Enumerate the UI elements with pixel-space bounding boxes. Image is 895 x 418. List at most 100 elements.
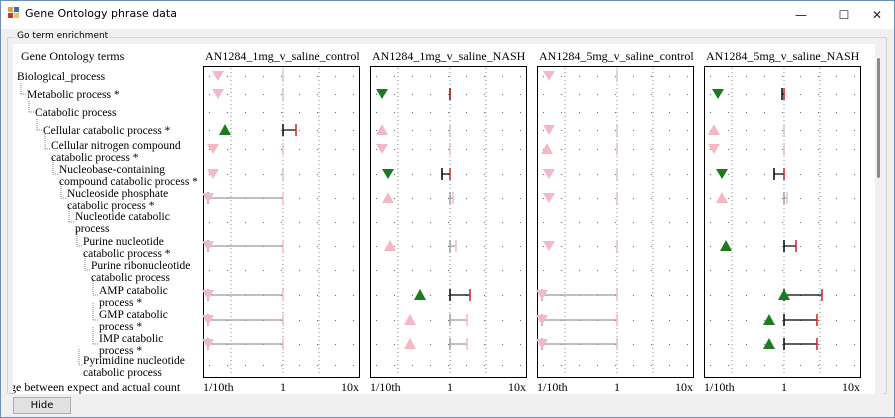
axis-tick-label: 10x (341, 380, 359, 394)
tree-node-pyrimidine[interactable]: Pyrimidine nucleotide catabolic process (83, 355, 185, 379)
grid-dot (782, 222, 783, 223)
grid-dot (227, 149, 228, 150)
grid-dot (669, 94, 670, 95)
tree-node-biological_process[interactable]: Biological_process (17, 71, 105, 83)
grid-dot (728, 344, 729, 345)
minimize-icon: — (795, 8, 807, 22)
grid-dot (579, 174, 580, 175)
grid-dot (335, 295, 336, 296)
grid-dot (335, 344, 336, 345)
maximize-icon: ☐ (838, 8, 850, 22)
grid-dot (502, 198, 503, 199)
grid-dot (245, 76, 246, 77)
grid-dot (800, 198, 801, 199)
grid-dot (669, 320, 670, 321)
grid-dot (818, 246, 819, 247)
grid-dot (502, 295, 503, 296)
title-bar[interactable]: Gene Ontology phrase data — ☐ ✕ (1, 1, 894, 29)
grid-dot (818, 112, 819, 113)
grid-dot (633, 130, 634, 131)
grid-dot (263, 174, 264, 175)
grid-dot (764, 270, 765, 271)
axis-tick-label: 10x (675, 380, 693, 394)
grid-dot (836, 174, 837, 175)
scrollbar-thumb[interactable] (877, 58, 880, 178)
grid-dot (353, 130, 354, 131)
tree-node-metabolic[interactable]: Metabolic process * (27, 89, 120, 101)
axis-tick-label: 1 (447, 380, 453, 394)
grid-dot (520, 112, 521, 113)
grid-dot (520, 320, 521, 321)
up-triangle-marker (778, 289, 790, 300)
grid-dot (854, 198, 855, 199)
tree-node-cellular_nitrogen[interactable]: Cellular nitrogen compound catabolic proc… (51, 140, 181, 164)
grid-dot (764, 130, 765, 131)
close-icon: ✕ (871, 8, 883, 22)
grid-dot (281, 222, 282, 223)
grid-dot (561, 94, 562, 95)
tree-node-nucleotide[interactable]: Nucleotide catabolic process (75, 211, 170, 235)
grid-dot (394, 295, 395, 296)
up-triangle-marker (382, 192, 394, 203)
grid-dot (597, 365, 598, 366)
grid-dot (281, 130, 282, 131)
grid-dot (448, 270, 449, 271)
tree-node-purine_nucleotide[interactable]: Purine nucleotide catabolic process * (83, 236, 171, 260)
grid-dot (520, 246, 521, 247)
grid-dot (764, 246, 765, 247)
down-triangle-marker (376, 89, 388, 99)
grid-dot (687, 94, 688, 95)
grid-dot (502, 149, 503, 150)
down-triangle-marker (202, 290, 214, 300)
close-button[interactable]: ✕ (854, 1, 894, 29)
grid-dot (394, 365, 395, 366)
grid-dot (800, 270, 801, 271)
grid-dot (615, 198, 616, 199)
grid-dot (687, 130, 688, 131)
grid-dot (710, 198, 711, 199)
grid-dot (376, 198, 377, 199)
grid-dot (615, 174, 616, 175)
maximize-button[interactable]: ☐ (821, 1, 867, 29)
grid-dot (263, 149, 264, 150)
hide-button[interactable]: Hide (13, 397, 71, 414)
grid-dot (317, 295, 318, 296)
grid-dot (376, 222, 377, 223)
tree-node-amp[interactable]: AMP catabolic process * (99, 285, 168, 309)
tree-node-imp[interactable]: IMP catabolic process * (99, 333, 163, 357)
grid-dot (854, 270, 855, 271)
up-triangle-marker (404, 338, 416, 349)
grid-dot (353, 174, 354, 175)
grid-dot (782, 112, 783, 113)
grid-dot (710, 174, 711, 175)
tree-node-label: Purine ribonucleotide (91, 260, 191, 272)
tree-node-label: Purine nucleotide (83, 236, 164, 248)
grid-dot (466, 112, 467, 113)
grid-dot (466, 198, 467, 199)
tree-node-cellular_catabolic[interactable]: Cellular catabolic process * (43, 125, 170, 137)
grid-dot (836, 320, 837, 321)
up-triangle-marker (716, 192, 728, 203)
grid-dot (353, 365, 354, 366)
axis-tick-label: 1/10th (203, 380, 234, 394)
tree-node-purine_ribonucleotide[interactable]: Purine ribonucleotide catabolic process (91, 260, 190, 284)
tree-node-catabolic[interactable]: Catabolic process (35, 107, 116, 119)
tree-node-gmp[interactable]: GMP catabolic process * (99, 309, 168, 333)
tree-node-nucleobase[interactable]: Nucleobase-containing compound catabolic … (59, 164, 198, 188)
grid-dot (299, 320, 300, 321)
grid-dot (728, 112, 729, 113)
grid-dot (543, 94, 544, 95)
grid-dot (597, 76, 598, 77)
tree-node-nucleoside_phosphate[interactable]: Nucleoside phosphate catabolic process * (67, 188, 168, 212)
grid-dot (227, 76, 228, 77)
grid-dot (502, 94, 503, 95)
grid-dot (448, 149, 449, 150)
grid-dot (615, 112, 616, 113)
vertical-scrollbar[interactable] (875, 44, 883, 394)
grid-dot (710, 112, 711, 113)
grid-dot (484, 365, 485, 366)
minimize-button[interactable]: — (778, 1, 824, 29)
grid-dot (520, 365, 521, 366)
grid-dot (245, 222, 246, 223)
grid-dot (484, 246, 485, 247)
